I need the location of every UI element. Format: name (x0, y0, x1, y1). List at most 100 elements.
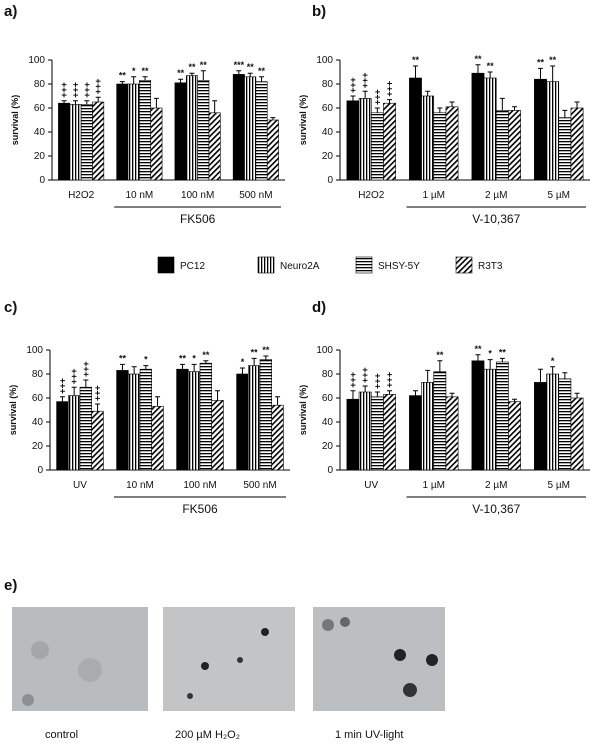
bar (150, 107, 163, 181)
error-bar (239, 367, 245, 374)
bar (534, 78, 547, 181)
bar (508, 110, 521, 181)
error-bar (412, 65, 418, 78)
y-tick-label: 40 (34, 127, 46, 138)
y-tick-label: 20 (34, 151, 46, 162)
x-tick-label: 1 µM (423, 190, 445, 201)
x-tick-label: 10 nM (126, 480, 154, 491)
bar (271, 404, 284, 471)
y-tick-label: 0 (327, 465, 333, 476)
bar (197, 80, 210, 181)
panel-label: d) (312, 299, 326, 316)
cell (426, 654, 438, 666)
bar (433, 371, 447, 471)
significance-mark: * (488, 349, 492, 359)
bar (471, 360, 485, 471)
x-tick-label: 2 µM (485, 480, 507, 491)
y-tick-label: 20 (322, 151, 334, 162)
y-tick-label: 0 (327, 175, 333, 186)
cell (322, 619, 334, 631)
bar (232, 74, 245, 181)
error-bar (449, 392, 455, 397)
error-bar (362, 385, 368, 392)
significance-mark: +++ (93, 385, 103, 401)
error-bar (61, 100, 67, 104)
significance-mark: +++ (82, 82, 92, 98)
significance-mark: ** (119, 71, 127, 81)
caption: 200 µM H₂O₂ (175, 729, 240, 741)
bar (174, 82, 187, 181)
y-tick-label: 60 (34, 103, 46, 114)
bar (495, 361, 509, 471)
cell (261, 628, 269, 636)
error-bar (200, 70, 206, 81)
cell (31, 641, 49, 659)
error-bar (412, 390, 418, 396)
significance-mark: +++ (57, 378, 67, 394)
bar (546, 373, 560, 471)
bar (558, 378, 572, 471)
bar (508, 401, 521, 471)
bar (259, 359, 272, 471)
group-label: FK506 (182, 502, 218, 516)
error-bar (72, 100, 78, 105)
error-bar (215, 390, 221, 401)
significance-mark: * (551, 356, 555, 366)
image (313, 607, 445, 711)
bar (92, 101, 105, 181)
y-tick-label: 100 (28, 55, 45, 66)
bar (199, 362, 212, 471)
legend-label: Neuro2A (280, 261, 320, 272)
y-tick-label: 100 (316, 55, 333, 66)
bar (358, 98, 372, 181)
image (163, 607, 295, 711)
caption: control (45, 729, 78, 741)
bar (421, 382, 435, 471)
bar (570, 107, 584, 181)
error-bar (449, 101, 455, 107)
bar (116, 83, 129, 181)
y-axis-label: survival (%) (298, 95, 308, 146)
significance-mark: * (144, 355, 148, 365)
error-bar (131, 366, 137, 374)
x-tick-label: 100 nM (181, 190, 214, 201)
caption: 1 min UV-light (335, 729, 403, 741)
error-bar (537, 368, 543, 383)
x-tick-label: 10 nM (125, 190, 153, 201)
bar (471, 72, 485, 181)
error-bar (475, 64, 481, 74)
x-tick-label: 500 nM (243, 480, 276, 491)
bar (546, 81, 560, 181)
x-tick-label: 1 µM (423, 480, 445, 491)
panel-label: a) (4, 3, 17, 20)
significance-mark: *** (234, 60, 245, 70)
bar (188, 371, 201, 471)
bar (483, 368, 497, 471)
y-tick-label: 40 (322, 417, 334, 428)
error-bar (178, 78, 184, 83)
cell (340, 617, 350, 627)
significance-mark: ** (412, 55, 420, 65)
significance-mark: ** (258, 66, 266, 76)
bar (534, 382, 547, 471)
error-bar (487, 71, 493, 78)
significance-mark: +++ (59, 82, 69, 98)
error-bar (155, 396, 161, 407)
significance-mark: ** (549, 55, 557, 65)
significance-mark: * (132, 66, 136, 76)
cell (201, 662, 209, 670)
error-bar (562, 372, 568, 379)
error-bar (499, 357, 505, 362)
error-bar (350, 95, 356, 101)
error-bar (263, 355, 269, 360)
error-bar (350, 390, 356, 400)
significance-mark: +++ (372, 89, 382, 105)
bar (91, 410, 104, 471)
significance-mark: ** (474, 344, 482, 354)
significance-mark: ** (499, 347, 507, 357)
error-bar (247, 72, 253, 77)
bar (409, 395, 422, 471)
error-bar (574, 101, 580, 108)
panel-label: e) (4, 577, 17, 594)
